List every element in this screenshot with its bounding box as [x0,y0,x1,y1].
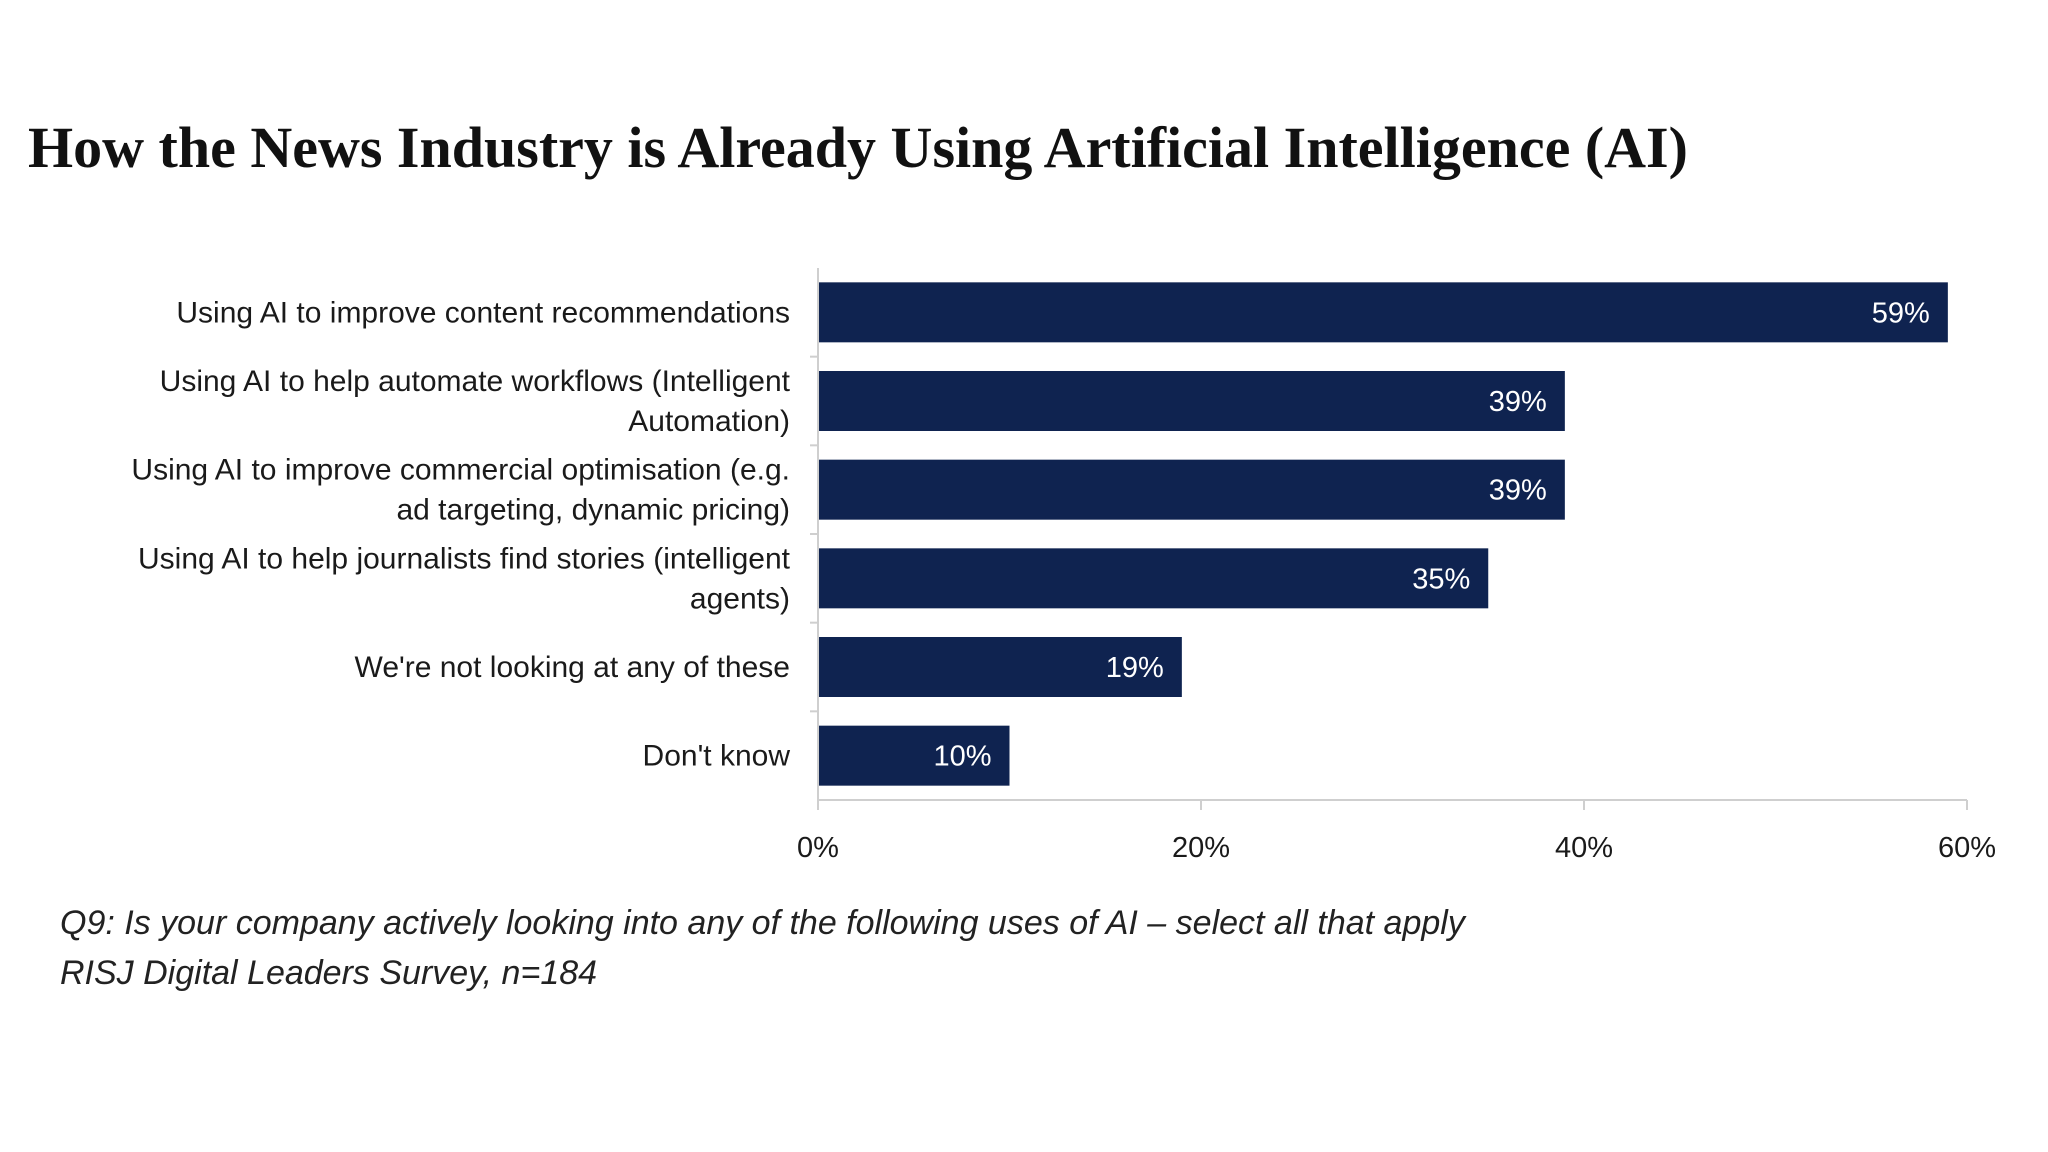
category-label: Using AI to improve content recommendati… [176,296,790,329]
bar [818,459,1565,520]
data-label: 39% [1489,475,1547,507]
x-tick-label: 60% [1938,832,1996,864]
data-label: 10% [933,741,991,773]
labels-layer: 59% Using AI to improve content recommend… [131,296,1996,864]
bar [818,548,1489,609]
category-label: Using AI to improve commercial optimisat… [131,454,790,487]
x-tick-label: 40% [1555,832,1613,864]
category-label: Using AI to help journalists find storie… [138,542,791,575]
data-label: 35% [1412,563,1470,595]
chart-title: How the News Industry is Already Using A… [28,115,1688,180]
category-label: Don't know [643,740,791,773]
bars-layer [818,282,1948,786]
category-label: Automation) [628,405,790,438]
data-label: 59% [1872,297,1930,329]
x-tick-label: 20% [1172,832,1230,864]
axes [810,268,1968,810]
data-label: 19% [1106,652,1164,684]
x-tick-label: 0% [797,832,839,864]
bar [818,282,1948,343]
survey-question-caption: Q9: Is your company actively looking int… [60,904,1465,942]
category-label: We're not looking at any of these [355,651,790,684]
bar [818,371,1565,431]
bar [818,725,1010,786]
bar [818,637,1182,697]
category-label: Using AI to help automate workflows (Int… [160,365,791,398]
category-label: agents) [690,582,790,615]
data-label: 39% [1489,386,1547,418]
survey-source-caption: RISJ Digital Leaders Survey, n=184 [60,954,598,992]
category-label: ad targeting, dynamic pricing) [396,494,790,527]
